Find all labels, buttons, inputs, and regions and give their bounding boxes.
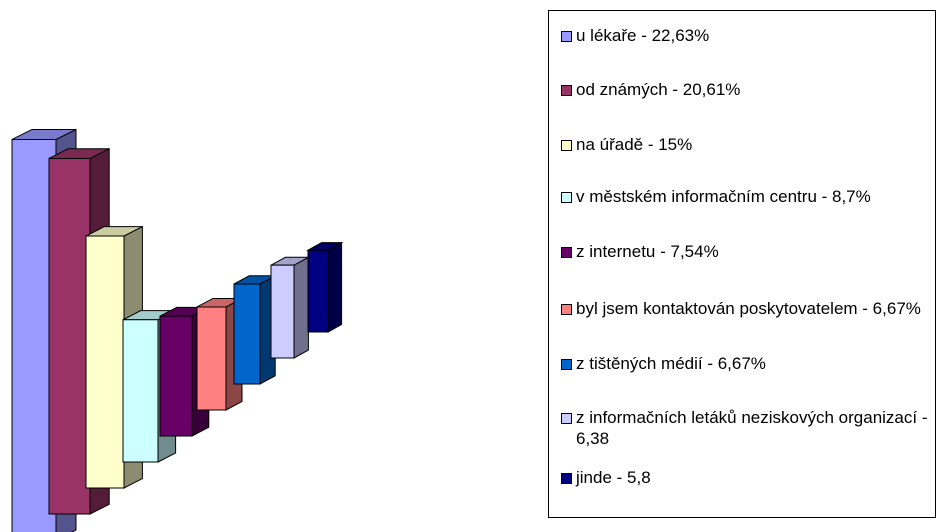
plot xyxy=(11,128,344,532)
legend-label: u lékaře - 22,63% xyxy=(576,26,710,45)
bar-front xyxy=(233,283,261,385)
legend-item: u lékaře - 22,63% xyxy=(561,25,931,46)
bar xyxy=(306,241,344,333)
legend-swatch xyxy=(561,413,572,424)
legend-item: v městském informačním centru - 8,7% xyxy=(561,186,931,207)
bar xyxy=(270,256,309,359)
legend-swatch xyxy=(561,85,572,96)
bar xyxy=(233,274,276,385)
legend-item: z tištěných médií - 6,67% xyxy=(561,353,931,374)
legend-item: byl jsem kontaktován poskytovatelem - 6,… xyxy=(561,298,931,319)
legend-swatch xyxy=(561,359,572,370)
bar-front xyxy=(122,319,159,463)
legend-swatch xyxy=(561,247,572,258)
legend-label: v městském informačním centru - 8,7% xyxy=(576,187,871,206)
legend-label: jinde - 5,8 xyxy=(576,468,651,487)
bar-front xyxy=(48,157,91,515)
bar-side xyxy=(327,241,343,333)
legend-swatch xyxy=(561,473,572,484)
legend-item: od známých - 20,61% xyxy=(561,79,931,100)
bar-side xyxy=(293,256,309,359)
legend-label: od známých - 20,61% xyxy=(576,80,741,99)
legend-swatch xyxy=(561,192,572,203)
legend-label: z tištěných médií - 6,67% xyxy=(576,354,766,373)
legend-item: z informačních letáků neziskových organi… xyxy=(561,407,931,449)
legend: u lékaře - 22,63% od známých - 20,61% na ú… xyxy=(548,10,936,518)
legend-item: z internetu - 7,54% xyxy=(561,241,931,262)
bar-front xyxy=(270,264,295,359)
legend-label: z internetu - 7,54% xyxy=(576,242,719,261)
legend-item: na úřadě - 15% xyxy=(561,134,931,155)
bar-front xyxy=(85,235,125,489)
legend-swatch xyxy=(561,304,572,315)
legend-swatch xyxy=(561,31,572,42)
legend-item: jinde - 5,8 xyxy=(561,467,931,488)
bar-front xyxy=(307,249,329,333)
bar-front xyxy=(11,138,57,532)
legend-label: na úřadě - 15% xyxy=(576,135,693,154)
legend-swatch xyxy=(561,140,572,151)
legend-label: z informačních letáků neziskových organi… xyxy=(576,408,928,448)
bar-front xyxy=(196,306,227,411)
bar-front xyxy=(159,315,193,437)
legend-label: byl jsem kontaktován poskytovatelem - 6,… xyxy=(576,299,921,318)
